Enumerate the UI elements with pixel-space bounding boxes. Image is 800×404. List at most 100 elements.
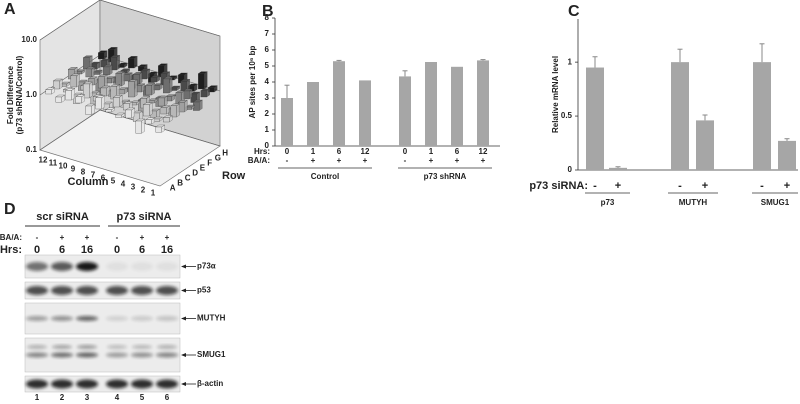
y-tick-label: 7 [265,29,270,38]
column-label: 9 [71,165,76,174]
hours-label: 6 [139,244,145,256]
blot-band [26,286,48,295]
bar [55,94,66,103]
bar [197,71,208,90]
x-tick-label: + [784,180,790,192]
bar [52,78,63,90]
bar-side [176,103,180,118]
bar [200,88,211,98]
band-label: MUTYH [197,314,226,323]
bar-front [113,97,120,108]
bar-front [128,81,135,98]
bar [185,104,196,110]
x-tick-label: 0 [285,147,290,156]
treatment-label: + [429,156,434,165]
column-label: 8 [81,168,86,177]
bar [45,87,56,95]
column-label: 3 [131,183,136,192]
treatment-label: + [363,156,368,165]
bar-front [198,73,205,90]
bar-front [83,83,90,99]
row-label: BA/A: [0,233,22,242]
bar-front [110,57,117,71]
x-tick-label: + [702,180,708,192]
treatment-label: + [311,156,316,165]
bar-side [76,73,80,88]
row-label: G [215,154,221,163]
group-label: p73 shRNA [424,172,467,181]
blot-band [156,262,178,271]
blot-band [76,379,98,389]
bar-side [169,76,173,94]
bar [95,95,106,110]
bar [170,85,181,91]
bar [477,60,489,146]
error-bar [677,48,683,63]
x-tick-label: 0 [403,147,408,156]
bar-front [85,105,92,115]
group-label: scr siRNA [36,211,89,223]
blot-band [76,286,98,295]
bar-front [135,120,142,134]
bar [100,85,111,97]
bar [112,95,123,108]
group-label: p73 [601,198,615,207]
bar [145,83,156,96]
blot-strip [24,254,181,279]
arrow-head [181,353,186,357]
error-bar [615,166,621,168]
bar [586,67,604,170]
row-label: D [192,169,198,178]
x-tick-label: 1 [311,147,316,156]
bar [399,76,411,146]
band-label: β-actin [197,379,223,388]
z-axis-title: (p73 shRNA/Control) [15,55,24,134]
treatment-label: + [60,233,65,242]
bar-side [139,72,143,85]
y-tick-label: 8 [265,13,270,22]
bar [157,95,168,107]
lane-label: 3 [85,393,90,402]
bar-front [170,105,177,118]
bar-front [45,89,52,95]
bar [97,50,108,60]
bar [170,103,181,118]
column-label: 11 [49,159,58,168]
hours-label: 0 [34,244,40,256]
bar [157,63,168,78]
bar [122,72,133,82]
y-tick-label: 0 [568,165,573,174]
bar-front [85,68,92,78]
error-bar [759,43,765,63]
blot-band [106,316,128,321]
bar-front [163,117,170,123]
bar [102,101,113,110]
bar-side [204,71,208,90]
column-label: 10 [59,162,68,171]
blot-band [156,379,178,389]
bar-side [199,99,203,111]
bar [451,66,463,146]
bar [75,69,86,75]
row-label: C [185,174,191,183]
bar [130,100,141,106]
z-tick-label: 10.0 [21,35,37,44]
bar [135,118,146,134]
row-label: Hrs: [0,244,22,256]
bar [333,61,345,147]
x-tick-label: 12 [479,147,488,156]
bar-side [134,56,138,69]
y-axis-title: Row [222,170,246,182]
bar-side [101,95,105,110]
blot-strip [24,302,181,335]
blot-band [131,379,153,389]
y-tick-label: 0 [265,141,270,150]
bar [142,102,153,117]
x-tick-label: 6 [455,147,460,156]
panel-label: B [262,3,274,20]
error-bar [284,84,290,98]
hours-label: 0 [114,244,120,256]
bar-front [105,109,112,113]
